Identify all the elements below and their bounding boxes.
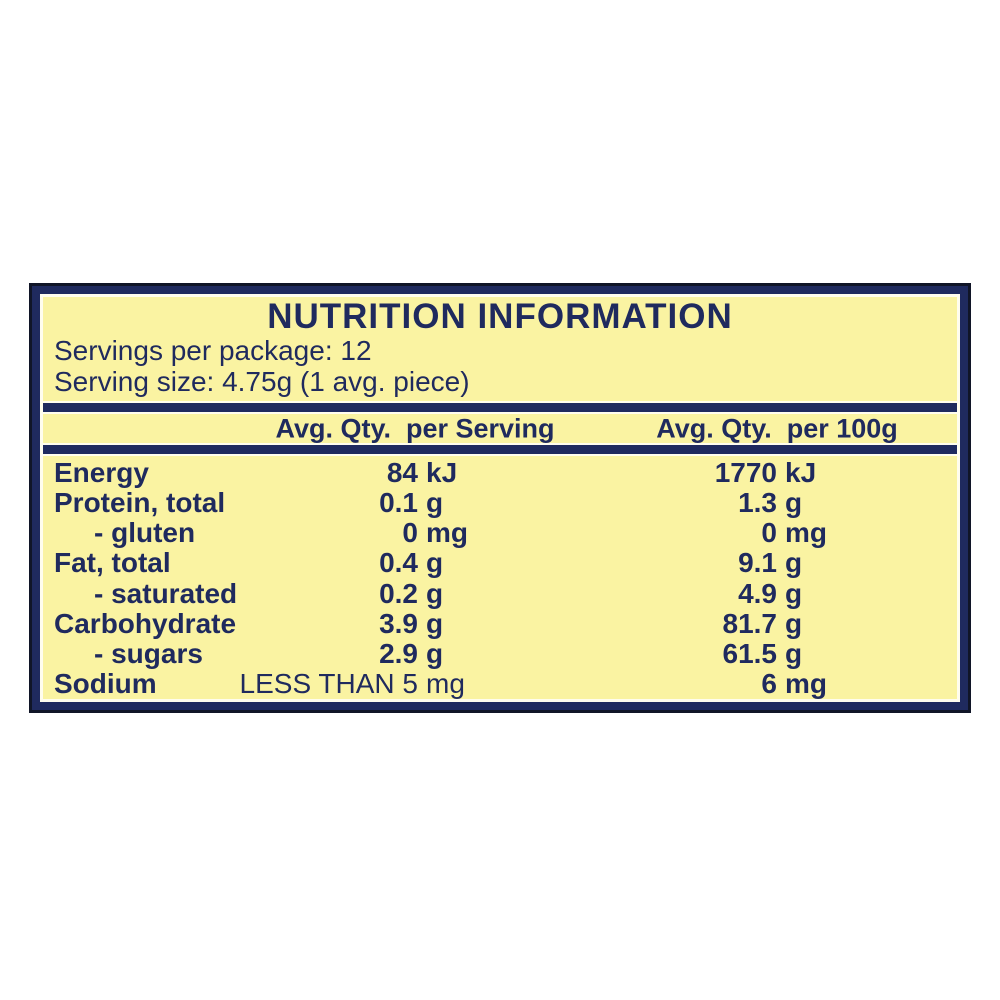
- per-100g-value: 9.1: [738, 547, 777, 579]
- per-100g-value: 4.9: [738, 577, 777, 609]
- nutrition-information-panel: NUTRITION INFORMATION Servings per packa…: [32, 286, 968, 710]
- serving-value: 0.2: [379, 577, 418, 609]
- servings-per-package-line: Servings per package: 12: [54, 335, 372, 366]
- nutrient-label: Protein, total: [54, 487, 226, 519]
- serving-value: 3.9: [379, 607, 418, 639]
- column-header-row: Avg. Qty. per Serving Avg. Qty. per 100g: [43, 412, 957, 445]
- per-100g-unit: g: [785, 547, 803, 579]
- panel-content: NUTRITION INFORMATION Servings per packa…: [43, 297, 957, 699]
- col-header-per-100g: Avg. Qty. per 100g: [656, 413, 898, 443]
- table-row-sugars: - sugars 2.9 g 61.5 g: [43, 637, 957, 669]
- serving-value: 84: [386, 457, 418, 489]
- per-100g-value: 0: [761, 517, 777, 549]
- table-row-gluten: - gluten 0 mg 0 mg: [43, 518, 957, 548]
- serving-size-line: Serving size: 4.75g (1 avg. piece): [54, 366, 470, 397]
- per-100g-unit: g: [785, 637, 803, 669]
- serving-unit: g: [426, 637, 444, 669]
- nutrient-label: Fat, total: [54, 547, 171, 579]
- serving-value: 0: [402, 517, 418, 549]
- serving-unit: mg: [426, 667, 465, 699]
- per-100g-unit: g: [785, 487, 803, 519]
- nutrient-table: Energy 84 kJ 1770 kJ Protein, total 0.1 …: [43, 454, 957, 699]
- table-row-fat: Fat, total 0.4 g 9.1 g: [43, 548, 957, 578]
- panel-header: NUTRITION INFORMATION Servings per packa…: [43, 297, 957, 403]
- serving-unit: mg: [426, 517, 468, 549]
- serving-unit: g: [426, 487, 444, 519]
- per-100g-unit: g: [785, 577, 803, 609]
- table-row-energy: Energy 84 kJ 1770 kJ: [43, 458, 957, 488]
- table-row-carbohydrate: Carbohydrate 3.9 g 81.7 g: [43, 607, 957, 639]
- nutrient-label: Carbohydrate: [54, 607, 237, 639]
- per-100g-value: 1.3: [738, 487, 777, 519]
- per-100g-unit: mg: [785, 517, 827, 549]
- divider-top: [43, 403, 957, 412]
- per-100g-value: 1770: [714, 457, 777, 489]
- per-100g-unit: mg: [785, 667, 827, 699]
- serving-unit: g: [426, 577, 444, 609]
- serving-unit: kJ: [426, 457, 458, 489]
- nutrient-label: Energy: [54, 457, 149, 489]
- table-row-sodium: Sodium LESS THAN 5 mg 6 mg: [43, 667, 957, 699]
- divider-bottom: [43, 445, 957, 454]
- per-100g-value: 6: [761, 667, 777, 699]
- table-row-saturated: - saturated 0.2 g 4.9 g: [43, 577, 957, 609]
- serving-value: 0.1: [379, 487, 418, 519]
- per-100g-value: 81.7: [722, 607, 778, 639]
- per-100g-unit: g: [785, 607, 803, 639]
- panel-title: NUTRITION INFORMATION: [267, 297, 733, 336]
- nutrient-label: - sugars: [94, 637, 203, 669]
- serving-unit: g: [426, 547, 444, 579]
- per-100g-unit: kJ: [785, 457, 817, 489]
- col-header-per-serving: Avg. Qty. per Serving: [275, 413, 555, 443]
- nutrient-label: - saturated: [94, 577, 238, 609]
- nutrient-label: Sodium: [54, 667, 157, 699]
- per-100g-value: 61.5: [722, 637, 778, 669]
- table-row-protein: Protein, total 0.1 g 1.3 g: [43, 488, 957, 518]
- serving-value: 0.4: [379, 547, 418, 579]
- serving-value: 2.9: [379, 637, 418, 669]
- serving-unit: g: [426, 607, 444, 639]
- serving-value: LESS THAN 5: [239, 667, 418, 699]
- nutrient-label: - gluten: [94, 517, 196, 549]
